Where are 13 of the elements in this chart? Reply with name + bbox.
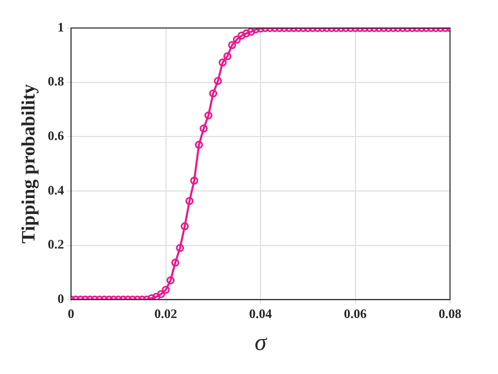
y-tick-label: 0 <box>58 290 64 306</box>
y-tick-label: 1 <box>58 19 64 34</box>
x-axis-title: σ <box>254 330 268 356</box>
x-tick-label: 0.08 <box>438 306 462 321</box>
x-tick-label: 0.02 <box>154 306 178 321</box>
x-tick-label: 0 <box>68 306 74 321</box>
y-tick-label: 0.6 <box>48 128 65 143</box>
y-tick-label: 0.2 <box>48 236 64 252</box>
x-tick-label: 0.06 <box>344 306 368 321</box>
y-tick-label: 0.4 <box>48 182 65 198</box>
y-axis-title: Tipping probability <box>18 84 40 244</box>
y-tick-label: 0.8 <box>48 74 65 89</box>
x-tick-label: 0.04 <box>249 306 272 321</box>
